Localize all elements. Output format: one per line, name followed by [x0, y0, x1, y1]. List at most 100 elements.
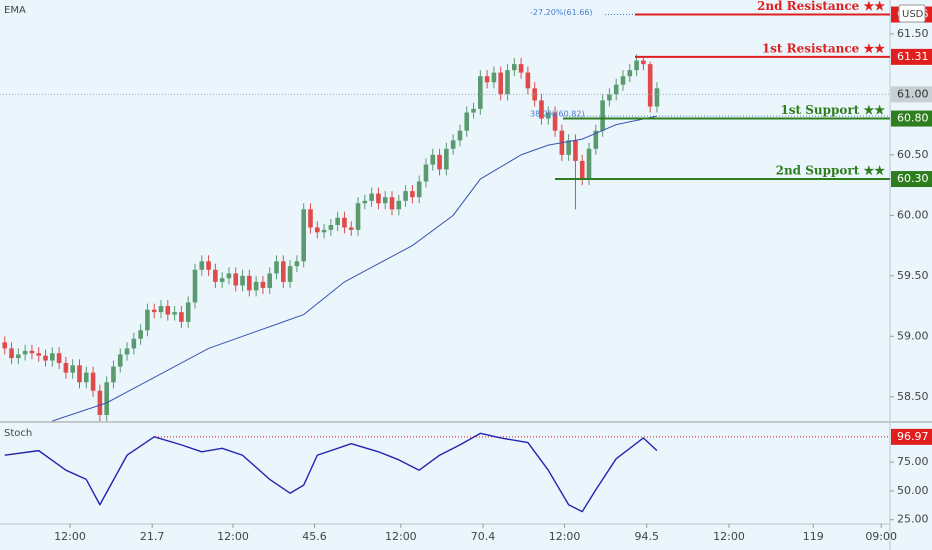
candle-body: [586, 148, 592, 180]
candle-body: [287, 266, 293, 282]
candle-body: [43, 355, 48, 361]
candle-body: [83, 372, 89, 383]
level-label: 1st Resistance ★★: [762, 41, 885, 55]
price-box: [891, 428, 932, 445]
candle-body: [111, 366, 116, 383]
level-label: 2nd Support ★★: [776, 164, 886, 178]
candle-body: [450, 140, 456, 149]
candle-body: [389, 197, 395, 210]
candle-body: [376, 193, 381, 204]
candle-body: [308, 209, 313, 228]
y-tick-label: 75.00: [897, 455, 929, 468]
ema-line: [52, 115, 658, 422]
candle-body: [328, 225, 334, 230]
candle-body: [566, 140, 571, 155]
candle-body: [274, 261, 279, 274]
candle-body: [335, 217, 340, 226]
currency-label: USD: [902, 9, 924, 20]
y-tick-label: 60.00: [897, 208, 929, 221]
y-tick-label: 59.00: [897, 329, 929, 342]
fib-label: -27.20%(61.66): [530, 8, 593, 17]
x-tick-label: 70.4: [471, 530, 496, 543]
candle-body: [511, 64, 517, 71]
candle-body: [478, 76, 483, 109]
candle-body: [267, 273, 273, 288]
candle-body: [50, 353, 55, 361]
candle-body: [158, 306, 164, 313]
x-tick-label: 12:00: [385, 530, 417, 543]
x-tick-label: 94.5: [635, 530, 660, 543]
candle-body: [151, 309, 157, 313]
price-box: [891, 48, 932, 65]
candle-body: [185, 302, 191, 322]
candle-body: [172, 312, 177, 315]
candle-body: [437, 154, 442, 170]
candle-body: [545, 112, 551, 119]
candle-body: [131, 338, 137, 349]
x-tick-label: 12:00: [713, 530, 745, 543]
candle-body: [29, 350, 35, 354]
price-box-label: 60.80: [897, 112, 929, 125]
y-tick-label: 60.50: [897, 148, 929, 161]
y-tick-label: 59.50: [897, 269, 929, 282]
candle-body: [16, 354, 21, 359]
candle-body: [403, 191, 408, 201]
candle-body: [647, 64, 653, 107]
candle-body: [444, 148, 449, 170]
candle-body: [104, 382, 109, 415]
candle-body: [620, 76, 626, 85]
candle-body: [362, 200, 368, 204]
candle-body: [199, 261, 205, 270]
candle-body: [600, 100, 605, 131]
candle-body: [124, 348, 130, 355]
candle-body: [416, 181, 422, 198]
candle-body: [634, 60, 639, 71]
candle-body: [342, 217, 347, 228]
candle-body: [226, 273, 232, 279]
x-tick-label: 09:00: [865, 530, 897, 543]
candle-body: [294, 261, 300, 267]
x-tick-label: 21.7: [140, 530, 165, 543]
level-label: 2nd Resistance ★★: [757, 0, 885, 13]
x-tick-label: 12:00: [54, 530, 86, 543]
candle-body: [260, 281, 266, 288]
candle-body: [117, 354, 123, 367]
candle-body: [613, 84, 619, 95]
x-tick-label: 45.6: [302, 530, 327, 543]
candle-body: [607, 94, 612, 101]
candle-body: [63, 362, 69, 373]
x-tick-label: 119: [803, 530, 824, 543]
candle-body: [247, 275, 252, 291]
stoch-line: [4, 432, 658, 513]
candle-body: [321, 229, 327, 233]
candle-body: [457, 130, 463, 141]
candle-body: [382, 197, 388, 204]
price-box: [891, 86, 932, 103]
candle-body: [90, 372, 96, 391]
candle-body: [301, 209, 306, 262]
candle-body: [410, 191, 415, 198]
candle-body: [539, 100, 544, 119]
candle-body: [505, 70, 510, 95]
candle-body: [219, 278, 225, 282]
candle-body: [281, 261, 286, 282]
candle-body: [654, 88, 660, 107]
candle-body: [369, 193, 374, 201]
candle-body: [348, 227, 354, 230]
candle-body: [77, 365, 82, 383]
currency-badge: [898, 4, 926, 23]
candle-body: [233, 273, 239, 286]
price-box-label: 61.00: [897, 87, 929, 100]
candle-body: [498, 72, 504, 95]
y-tick-label: 50.00: [897, 484, 929, 497]
price-box-label: 60.30: [897, 172, 929, 185]
candle-body: [552, 112, 558, 131]
candle-body: [192, 269, 198, 303]
price-box: [891, 171, 932, 188]
candle-body: [641, 60, 646, 65]
candle-body: [179, 312, 184, 322]
candle-body: [138, 330, 143, 339]
candle-body: [518, 64, 524, 73]
